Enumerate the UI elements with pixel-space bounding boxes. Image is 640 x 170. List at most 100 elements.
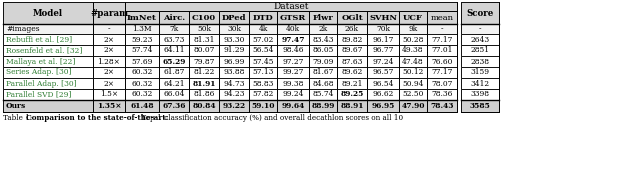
Text: 91.29: 91.29 xyxy=(223,47,244,55)
Bar xyxy=(337,67,367,78)
Bar xyxy=(159,24,189,34)
Bar xyxy=(125,2,457,11)
Bar xyxy=(159,11,189,24)
Bar xyxy=(337,67,367,78)
Bar xyxy=(93,34,125,45)
Text: 89.25: 89.25 xyxy=(340,90,364,98)
Bar xyxy=(249,67,277,78)
Bar xyxy=(427,67,457,78)
Bar xyxy=(399,100,427,112)
Text: 77.01: 77.01 xyxy=(431,47,452,55)
Bar xyxy=(219,89,249,100)
Bar xyxy=(337,78,367,89)
Bar xyxy=(461,78,499,89)
Bar xyxy=(461,89,499,100)
Bar xyxy=(3,78,93,89)
Text: 47.48: 47.48 xyxy=(402,57,424,65)
Bar xyxy=(461,78,499,89)
Bar xyxy=(337,56,367,67)
Bar xyxy=(125,56,159,67)
Bar xyxy=(93,78,125,89)
Text: 57.69: 57.69 xyxy=(131,57,153,65)
Bar xyxy=(461,24,499,34)
Text: DTD: DTD xyxy=(253,13,273,21)
Bar xyxy=(399,11,427,24)
Bar xyxy=(219,78,249,89)
Bar xyxy=(249,100,277,112)
Text: 1.28×: 1.28× xyxy=(97,57,120,65)
Bar xyxy=(159,34,189,45)
Bar xyxy=(189,45,219,56)
Text: 94.73: 94.73 xyxy=(223,80,244,88)
Bar xyxy=(159,100,189,112)
Text: 96.62: 96.62 xyxy=(372,90,394,98)
Bar xyxy=(427,45,457,56)
Text: 70k: 70k xyxy=(376,25,390,33)
Bar xyxy=(159,56,189,67)
Bar xyxy=(309,100,337,112)
Bar xyxy=(427,11,457,24)
Text: 81.67: 81.67 xyxy=(312,69,333,76)
Text: 9k: 9k xyxy=(408,25,418,33)
Text: 94.23: 94.23 xyxy=(223,90,244,98)
Text: 3159: 3159 xyxy=(470,69,490,76)
Bar xyxy=(277,67,309,78)
Bar xyxy=(219,11,249,24)
Bar xyxy=(461,89,499,100)
Bar xyxy=(249,100,277,112)
Bar xyxy=(249,11,277,24)
Bar xyxy=(427,89,457,100)
Bar xyxy=(399,11,427,24)
Bar xyxy=(159,34,189,45)
Bar xyxy=(399,56,427,67)
Bar xyxy=(277,45,309,56)
Bar xyxy=(189,11,219,24)
Text: 93.88: 93.88 xyxy=(223,69,244,76)
Bar xyxy=(277,56,309,67)
Text: 96.77: 96.77 xyxy=(372,47,394,55)
Text: Comparison to the state-of-the-art:: Comparison to the state-of-the-art: xyxy=(26,114,168,122)
Bar xyxy=(427,56,457,67)
Text: 99.64: 99.64 xyxy=(282,102,305,110)
Bar xyxy=(93,67,125,78)
Text: 30k: 30k xyxy=(227,25,241,33)
Text: 76.60: 76.60 xyxy=(431,57,452,65)
Text: 85.74: 85.74 xyxy=(312,90,333,98)
Bar xyxy=(189,45,219,56)
Bar xyxy=(277,11,309,24)
Bar xyxy=(159,78,189,89)
Bar xyxy=(219,100,249,112)
Bar xyxy=(189,67,219,78)
Text: Rosenfeld et al. [32]: Rosenfeld et al. [32] xyxy=(6,47,83,55)
Text: 61.87: 61.87 xyxy=(163,69,185,76)
Bar xyxy=(159,67,189,78)
Text: 64.21: 64.21 xyxy=(163,80,185,88)
Bar xyxy=(367,11,399,24)
Bar xyxy=(461,2,499,24)
Bar xyxy=(277,24,309,34)
Bar xyxy=(277,56,309,67)
Bar xyxy=(367,24,399,34)
Bar xyxy=(337,89,367,100)
Bar xyxy=(309,56,337,67)
Bar xyxy=(249,11,277,24)
Bar xyxy=(277,89,309,100)
Bar xyxy=(189,100,219,112)
Bar xyxy=(367,100,399,112)
Bar xyxy=(93,100,125,112)
Text: 2×: 2× xyxy=(104,80,115,88)
Bar xyxy=(337,100,367,112)
Text: Airc.: Airc. xyxy=(163,13,185,21)
Bar xyxy=(249,24,277,34)
Bar xyxy=(367,67,399,78)
Text: 99.27: 99.27 xyxy=(282,69,304,76)
Text: 1.35×: 1.35× xyxy=(97,102,121,110)
Bar xyxy=(427,34,457,45)
Bar xyxy=(93,45,125,56)
Bar xyxy=(93,78,125,89)
Bar xyxy=(249,89,277,100)
Bar xyxy=(337,100,367,112)
Bar xyxy=(399,67,427,78)
Bar xyxy=(427,100,457,112)
Bar xyxy=(3,34,93,45)
